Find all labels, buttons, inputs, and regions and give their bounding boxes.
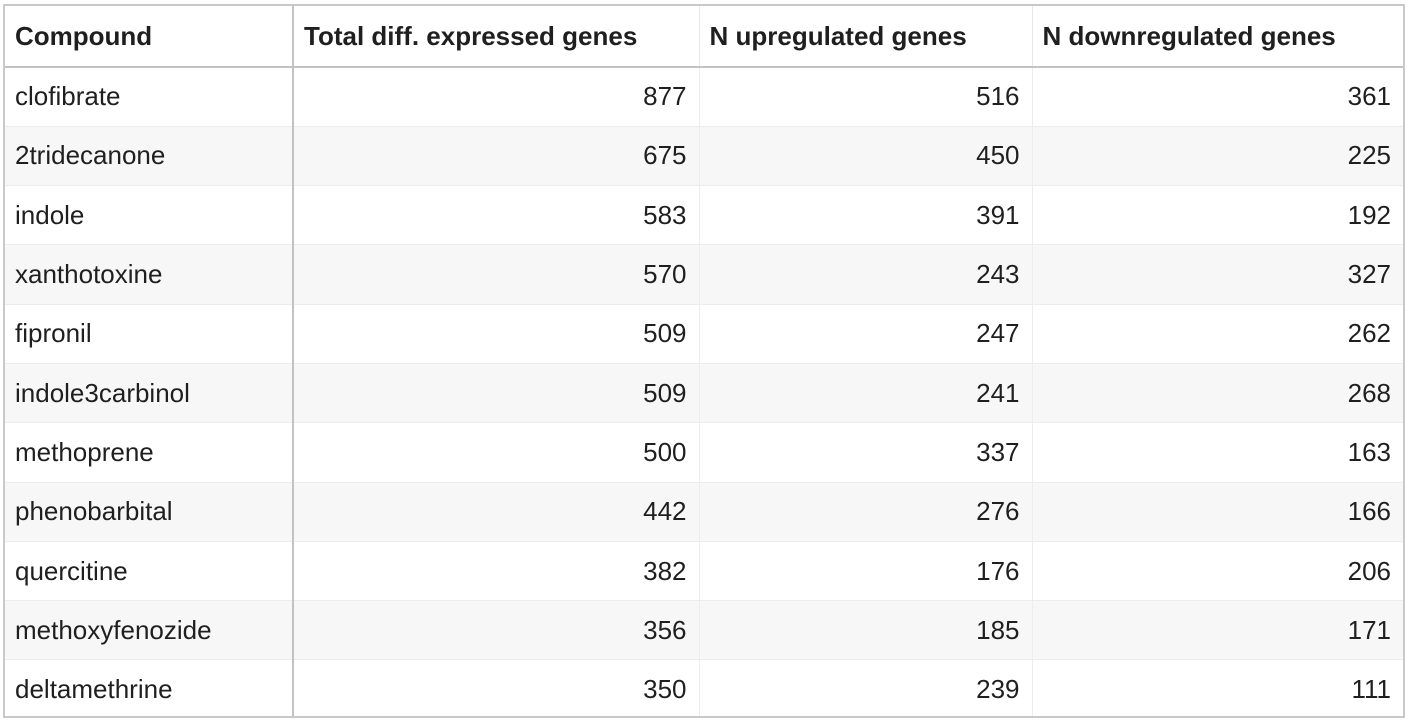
cell-total-diff-expressed: 442: [293, 482, 700, 542]
cell-compound: phenobarbital: [5, 482, 294, 542]
cell-total-diff-expressed: 350: [293, 659, 700, 716]
cell-compound: xanthotoxine: [5, 244, 294, 305]
table-header: Compound Total diff. expressed genes N u…: [5, 6, 1403, 68]
cell-n-downregulated: 225: [1032, 126, 1403, 187]
cell-n-upregulated: 450: [699, 126, 1033, 187]
cell-n-upregulated: 247: [699, 304, 1033, 364]
cell-total-diff-expressed: 356: [293, 600, 700, 661]
cell-n-upregulated: 337: [699, 422, 1033, 483]
table-row: deltamethrine 350 239 111: [5, 659, 1403, 716]
cell-total-diff-expressed: 500: [293, 422, 700, 483]
table-row: indole3carbinol 509 241 268: [5, 363, 1403, 424]
cell-compound: methoxyfenozide: [5, 600, 294, 661]
cell-compound: deltamethrine: [5, 659, 294, 716]
cell-compound: 2tridecanone: [5, 126, 294, 187]
header-compound[interactable]: Compound: [5, 6, 294, 68]
header-n-downregulated[interactable]: N downregulated genes: [1032, 6, 1403, 68]
table-body: clofibrate 877 516 361 2tridecanone 675 450 225…: [5, 67, 1403, 716]
header-n-upregulated[interactable]: N upregulated genes: [699, 6, 1033, 68]
table-row: quercitine 382 176 206: [5, 541, 1403, 602]
cell-n-downregulated: 192: [1032, 185, 1403, 246]
cell-n-downregulated: 206: [1032, 541, 1403, 602]
cell-total-diff-expressed: 382: [293, 541, 700, 602]
cell-n-downregulated: 268: [1032, 363, 1403, 424]
cell-n-upregulated: 391: [699, 185, 1033, 246]
cell-n-downregulated: 111: [1351, 674, 1391, 705]
cell-total-diff-expressed: 675: [293, 126, 700, 187]
cell-total-diff-expressed: 509: [293, 304, 700, 364]
cell-total-diff-expressed: 877: [293, 67, 700, 127]
cell-n-downregulated: 166: [1032, 482, 1403, 542]
table-row: indole 583 391 192: [5, 185, 1403, 246]
table-row: xanthotoxine 570 243 327: [5, 244, 1403, 305]
cell-compound: indole: [5, 185, 294, 246]
data-table-container: Compound Total diff. expressed genes N u…: [3, 4, 1405, 718]
cell-n-upregulated: 185: [699, 600, 1033, 661]
cell-compound: fipronil: [5, 304, 294, 364]
cell-total-diff-expressed: 509: [293, 363, 700, 424]
table-row: fipronil 509 247 262: [5, 304, 1403, 364]
cell-n-upregulated: 241: [699, 363, 1033, 424]
header-row: Compound Total diff. expressed genes N u…: [5, 6, 1403, 68]
table-row: methoprene 500 337 163: [5, 422, 1403, 483]
cell-n-upregulated: 239: [699, 659, 1033, 716]
cell-n-downregulated: 171: [1032, 600, 1403, 661]
cell-n-upregulated: 176: [699, 541, 1033, 602]
table-row: phenobarbital 442 276 166: [5, 482, 1403, 542]
cell-n-upregulated: 276: [699, 482, 1033, 542]
cell-total-diff-expressed: 570: [293, 244, 700, 305]
cell-n-upregulated: 243: [699, 244, 1033, 305]
table-row: 2tridecanone 675 450 225: [5, 126, 1403, 187]
table-row: clofibrate 877 516 361: [5, 67, 1403, 127]
cell-n-downregulated: 327: [1032, 244, 1403, 305]
cell-compound: quercitine: [5, 541, 294, 602]
gene-expression-table: Compound Total diff. expressed genes N u…: [5, 6, 1403, 716]
header-total-diff-expressed[interactable]: Total diff. expressed genes: [293, 6, 700, 68]
cell-n-downregulated: 163: [1032, 422, 1403, 483]
cell-compound: methoprene: [5, 422, 294, 483]
table-row: methoxyfenozide 356 185 171: [5, 600, 1403, 661]
cell-n-downregulated: 361: [1032, 67, 1403, 127]
cell-compound: indole3carbinol: [5, 363, 294, 424]
cell-compound: clofibrate: [5, 67, 294, 127]
cell-total-diff-expressed: 583: [293, 185, 700, 246]
cell-n-downregulated: 262: [1032, 304, 1403, 364]
cell-n-upregulated: 516: [699, 67, 1033, 127]
